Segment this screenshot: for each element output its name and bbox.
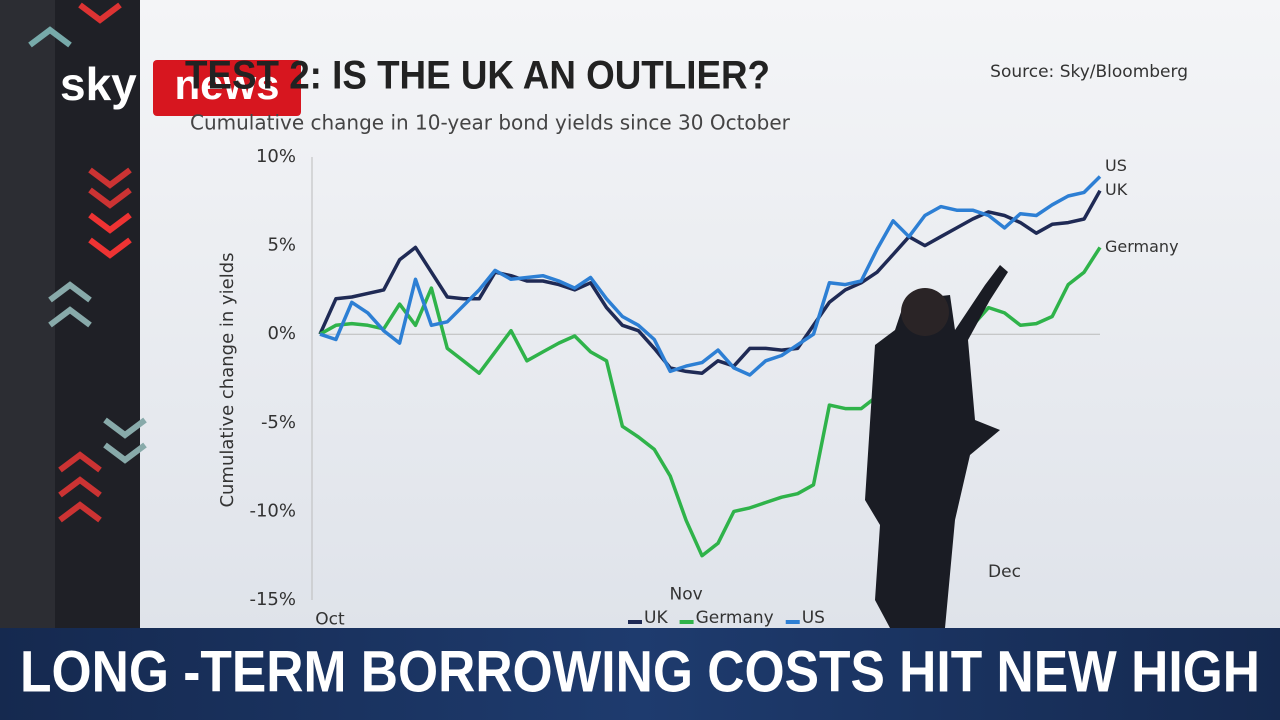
logo-sky: sky (60, 58, 137, 110)
series-line (318, 189, 1102, 375)
y-tick-label: -10% (249, 500, 296, 521)
legend-label: US (802, 608, 825, 628)
y-tick-label: 0% (267, 323, 296, 344)
y-tick-label: 10% (256, 146, 296, 167)
chart-subtitle: Cumulative change in 10-year bond yields… (190, 111, 791, 135)
series-line (319, 175, 1102, 377)
chart-title: TEST 2: IS THE UK AN OUTLIER? (185, 54, 770, 98)
y-tick-label: -5% (261, 412, 296, 433)
y-tick-label: -15% (249, 589, 296, 610)
presenter (865, 265, 1008, 628)
legend-label: UK (644, 608, 668, 628)
presenter-head (901, 288, 949, 336)
banner (0, 628, 1280, 720)
x-tick-label: Oct (315, 609, 345, 629)
x-tick-label: Nov (670, 584, 703, 604)
chart-source: Source: Sky/Bloomberg (990, 62, 1188, 82)
series-end-label: US (1105, 156, 1127, 175)
logo-news: news (174, 61, 279, 108)
series-end-label: UK (1105, 180, 1128, 199)
y-axis-label: Cumulative change in yields (217, 252, 238, 507)
chevrons (28, 2, 147, 523)
x-tick-label: Dec (988, 562, 1021, 582)
legend-label: Germany (696, 608, 774, 628)
logo-news-box (153, 60, 301, 116)
y-tick-label: 5% (267, 235, 296, 256)
headline: LONG -TERM BORROWING COSTS HIT NEW HIGH (20, 639, 1260, 704)
plot: 10% 5% 0% -5% -10% -15% Oct Nov Dec US UK Germany UK… (249, 146, 1178, 629)
series-end-label: Germany (1105, 237, 1179, 256)
